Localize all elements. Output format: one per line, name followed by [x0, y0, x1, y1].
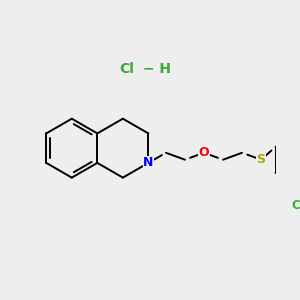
Text: N: N [143, 156, 154, 170]
Text: − H: − H [138, 62, 171, 76]
Text: Cl: Cl [292, 199, 300, 212]
Text: S: S [256, 153, 266, 166]
Text: O: O [199, 146, 209, 159]
Text: Cl: Cl [120, 62, 134, 76]
